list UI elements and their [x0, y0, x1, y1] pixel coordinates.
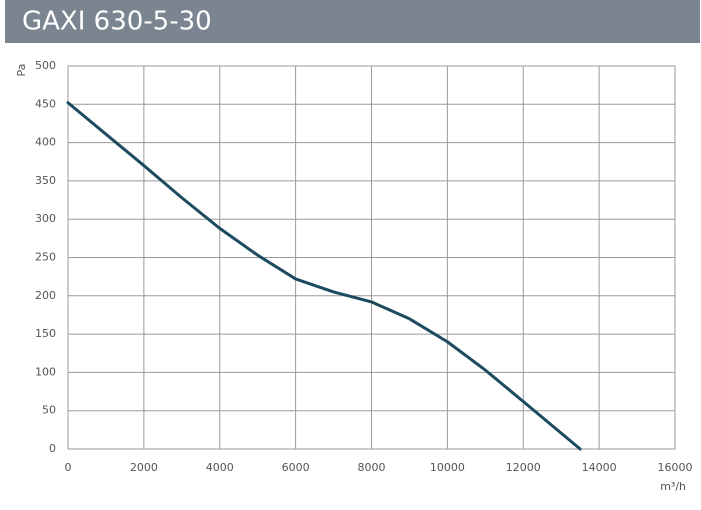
- y-tick-label: 350: [35, 174, 56, 187]
- x-tick-label: 0: [65, 461, 72, 474]
- y-tick-label: 400: [35, 136, 56, 149]
- y-tick-label: 500: [35, 59, 56, 72]
- chart-title: GAXI 630-5-30: [22, 7, 212, 37]
- y-tick-label: 300: [35, 212, 56, 225]
- x-tick-label: 14000: [582, 461, 617, 474]
- x-tick-label: 2000: [130, 461, 158, 474]
- x-tick-label: 16000: [658, 461, 693, 474]
- y-axis-label: Pa: [15, 64, 28, 77]
- x-tick-label: 4000: [206, 461, 234, 474]
- x-tick-label: 8000: [358, 461, 386, 474]
- y-tick-label: 0: [49, 442, 56, 455]
- plot-border: [67, 65, 676, 450]
- y-tick-label: 100: [35, 365, 56, 378]
- y-tick-label: 450: [35, 97, 56, 110]
- line-series: [66, 101, 582, 451]
- x-tick-label: 6000: [282, 461, 310, 474]
- y-tick-label: 50: [42, 404, 56, 417]
- y-tick-label: 250: [35, 251, 56, 264]
- x-axis-label: m³/h: [660, 480, 686, 493]
- y-tick-label: 150: [35, 327, 56, 340]
- x-tick-label: 10000: [430, 461, 465, 474]
- header-bar: [5, 0, 700, 43]
- x-tick-label: 12000: [506, 461, 541, 474]
- y-tick-label: 200: [35, 289, 56, 302]
